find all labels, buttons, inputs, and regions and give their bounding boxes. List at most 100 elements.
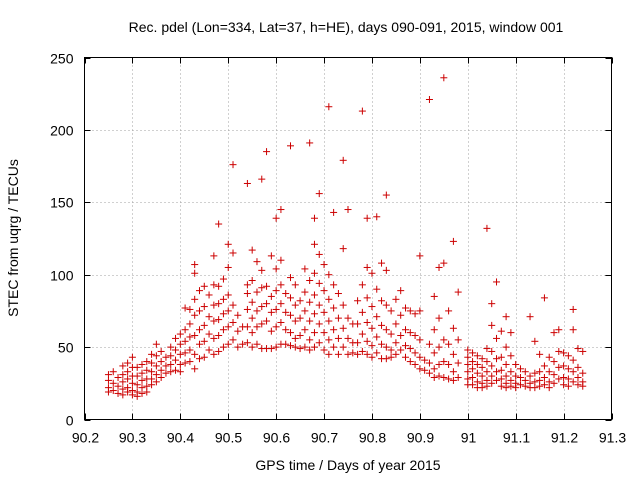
data-point bbox=[138, 369, 146, 377]
data-point bbox=[507, 368, 515, 376]
x-tick-label: 90.9 bbox=[407, 430, 434, 446]
data-point bbox=[536, 382, 544, 390]
data-point bbox=[128, 353, 136, 361]
data-point bbox=[263, 300, 271, 308]
data-point bbox=[277, 300, 285, 308]
data-point bbox=[119, 391, 127, 399]
data-point bbox=[497, 327, 505, 335]
data-point bbox=[114, 382, 122, 390]
data-point bbox=[507, 329, 515, 337]
data-point bbox=[287, 329, 295, 337]
data-point bbox=[330, 281, 338, 289]
data-point bbox=[368, 303, 376, 311]
data-point bbox=[368, 324, 376, 332]
data-point bbox=[191, 365, 199, 373]
data-point bbox=[358, 347, 366, 355]
data-point bbox=[277, 256, 285, 264]
data-point bbox=[320, 346, 328, 354]
data-point bbox=[378, 259, 386, 267]
data-point bbox=[243, 305, 251, 313]
data-point bbox=[550, 379, 558, 387]
data-point bbox=[152, 362, 160, 370]
data-point bbox=[344, 314, 352, 322]
x-tick-label: 91.3 bbox=[599, 430, 626, 446]
data-point bbox=[488, 321, 496, 329]
data-point bbox=[502, 360, 510, 368]
data-point bbox=[373, 333, 381, 341]
data-point bbox=[382, 326, 390, 334]
data-point bbox=[215, 332, 223, 340]
data-point bbox=[430, 326, 438, 334]
x-tick-label: 90.4 bbox=[167, 430, 194, 446]
data-point bbox=[363, 337, 371, 345]
data-point bbox=[243, 323, 251, 331]
data-point bbox=[186, 358, 194, 366]
data-point bbox=[195, 355, 203, 363]
data-point bbox=[301, 326, 309, 334]
data-point bbox=[440, 259, 448, 267]
data-point bbox=[315, 320, 323, 328]
data-point bbox=[148, 381, 156, 389]
data-point bbox=[167, 352, 175, 360]
data-point bbox=[449, 237, 457, 245]
data-point bbox=[287, 142, 295, 150]
x-tick-label: 91 bbox=[461, 430, 477, 446]
data-point bbox=[493, 376, 501, 384]
data-point bbox=[267, 252, 275, 260]
data-point bbox=[109, 379, 117, 387]
data-point bbox=[392, 339, 400, 347]
data-point bbox=[205, 346, 213, 354]
data-point bbox=[310, 329, 318, 337]
data-point bbox=[291, 317, 299, 325]
data-point bbox=[330, 326, 338, 334]
data-point bbox=[406, 358, 414, 366]
data-point bbox=[378, 340, 386, 348]
data-point bbox=[325, 317, 333, 325]
data-point bbox=[162, 369, 170, 377]
data-point bbox=[282, 340, 290, 348]
data-point bbox=[354, 320, 362, 328]
data-point bbox=[243, 281, 251, 289]
data-point bbox=[430, 374, 438, 382]
data-point bbox=[550, 371, 558, 379]
data-point bbox=[215, 316, 223, 324]
data-point bbox=[540, 362, 548, 370]
data-point bbox=[267, 292, 275, 300]
data-point bbox=[219, 275, 227, 283]
data-point bbox=[282, 308, 290, 316]
data-point bbox=[224, 323, 232, 331]
data-point bbox=[363, 214, 371, 222]
data-point bbox=[320, 261, 328, 269]
data-point bbox=[215, 220, 223, 228]
data-point bbox=[310, 343, 318, 351]
data-point bbox=[416, 353, 424, 361]
data-point bbox=[181, 359, 189, 367]
data-point bbox=[325, 350, 333, 358]
data-point bbox=[569, 326, 577, 334]
data-point bbox=[493, 355, 501, 363]
data-point bbox=[330, 208, 338, 216]
data-point bbox=[560, 349, 568, 357]
data-point bbox=[124, 368, 132, 376]
data-point bbox=[157, 374, 165, 382]
data-point bbox=[569, 368, 577, 376]
data-point bbox=[176, 330, 184, 338]
data-point bbox=[574, 363, 582, 371]
data-point bbox=[401, 353, 409, 361]
plot-frame bbox=[84, 57, 612, 420]
data-point bbox=[119, 371, 127, 379]
data-point bbox=[109, 368, 117, 376]
data-point bbox=[339, 156, 347, 164]
data-point bbox=[421, 366, 429, 374]
x-tick-label: 91.2 bbox=[551, 430, 578, 446]
data-point bbox=[119, 378, 127, 386]
data-point bbox=[296, 297, 304, 305]
data-point bbox=[138, 376, 146, 384]
data-point bbox=[440, 74, 448, 82]
data-point bbox=[569, 378, 577, 386]
data-point bbox=[277, 318, 285, 326]
data-point bbox=[334, 334, 342, 342]
data-point bbox=[104, 376, 112, 384]
data-point bbox=[272, 343, 280, 351]
data-point bbox=[473, 352, 481, 360]
